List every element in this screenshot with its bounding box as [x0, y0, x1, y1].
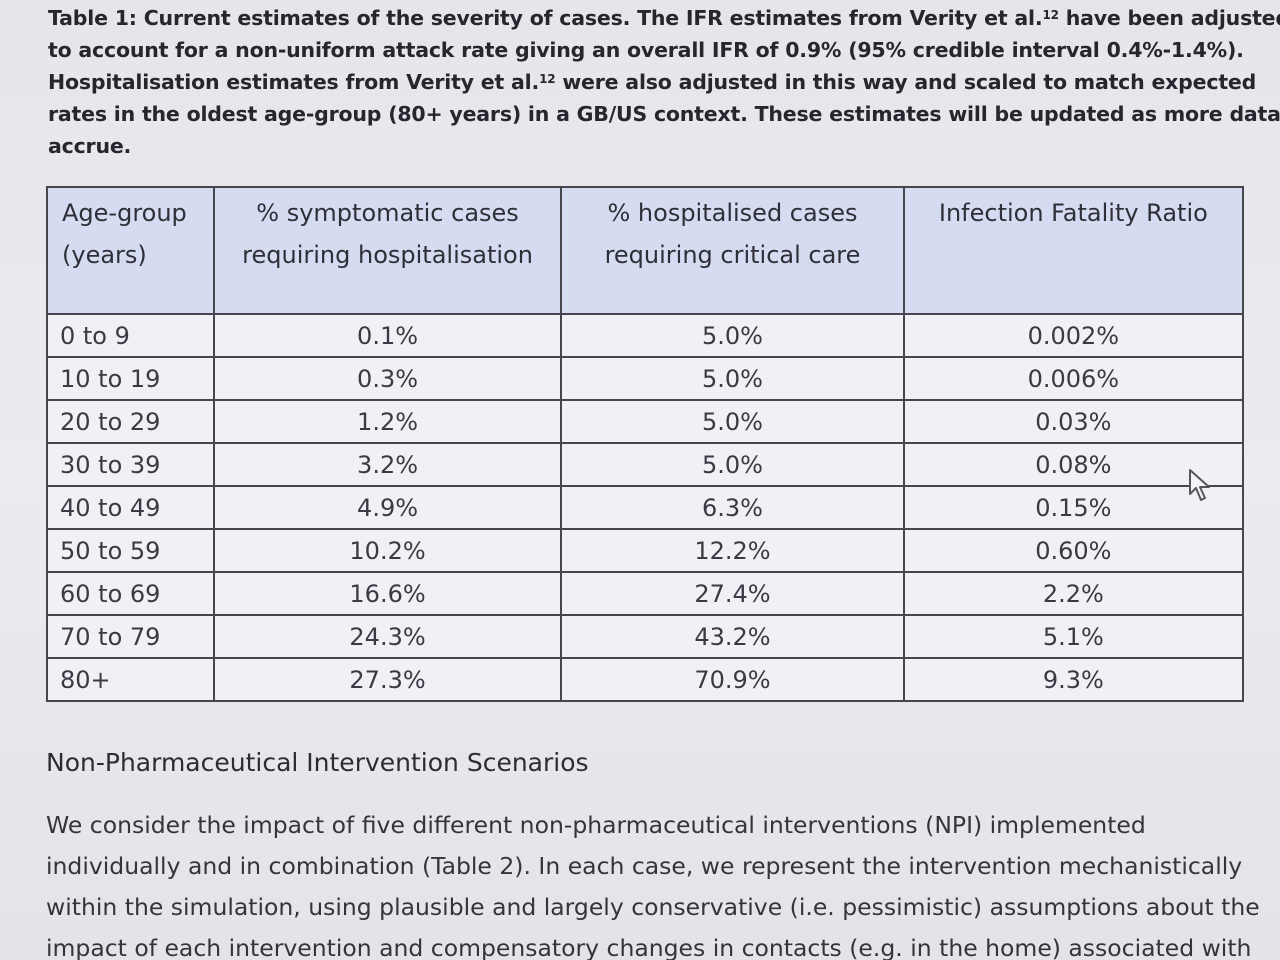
table-row: 80+ 27.3% 70.9% 9.3%	[46, 657, 1245, 702]
cell-critical-care: 5.0%	[560, 442, 905, 487]
table-row: 30 to 39 3.2% 5.0% 0.08%	[46, 442, 1245, 487]
cell-critical-care: 27.4%	[560, 571, 905, 616]
caption-line-2: to account for a non-uniform attack rate…	[48, 38, 1244, 62]
cell-hospitalisation: 0.1%	[212, 313, 563, 358]
mouse-pointer-icon	[1188, 468, 1216, 504]
table-row: 60 to 69 16.6% 27.4% 2.2%	[46, 571, 1245, 616]
header-infection-fatality-ratio: Infection Fatality Ratio	[902, 186, 1245, 315]
cell-age-group: 20 to 29	[46, 399, 215, 444]
cell-critical-care: 6.3%	[560, 485, 905, 530]
severity-table: Age-group (years) % symptomatic cases requ…	[46, 186, 1245, 702]
caption-line-1: Table 1: Current estimates of the severi…	[48, 6, 1280, 30]
cell-hospitalisation: 16.6%	[212, 571, 563, 616]
cell-ifr: 0.60%	[902, 528, 1245, 573]
table-row: 10 to 19 0.3% 5.0% 0.006%	[46, 356, 1245, 401]
paragraph-line: impact of each intervention and compensa…	[46, 934, 1252, 960]
cell-hospitalisation: 24.3%	[212, 614, 563, 659]
cell-critical-care: 70.9%	[560, 657, 905, 702]
cell-critical-care: 5.0%	[560, 356, 905, 401]
cell-critical-care: 43.2%	[560, 614, 905, 659]
cell-age-group: 0 to 9	[46, 313, 215, 358]
cell-ifr: 9.3%	[902, 657, 1245, 702]
cell-ifr: 0.08%	[902, 442, 1245, 487]
cell-ifr: 0.006%	[902, 356, 1245, 401]
table-row: 50 to 59 10.2% 12.2% 0.60%	[46, 528, 1245, 573]
cell-hospitalisation: 3.2%	[212, 442, 563, 487]
caption-line-5: accrue.	[48, 134, 132, 158]
paragraph-line: within the simulation, using plausible a…	[46, 893, 1260, 921]
cell-age-group: 80+	[46, 657, 215, 702]
paragraph-line: We consider the impact of five different…	[46, 811, 1146, 839]
cell-ifr: 0.002%	[902, 313, 1245, 358]
table-row: 20 to 29 1.2% 5.0% 0.03%	[46, 399, 1245, 444]
cell-critical-care: 5.0%	[560, 313, 905, 358]
cell-ifr: 5.1%	[902, 614, 1245, 659]
header-age-group: Age-group (years)	[46, 186, 215, 315]
cell-critical-care: 12.2%	[560, 528, 905, 573]
table-row: 40 to 49 4.9% 6.3% 0.15%	[46, 485, 1245, 530]
cell-age-group: 60 to 69	[46, 571, 215, 616]
caption-line-4: rates in the oldest age-group (80+ years…	[48, 102, 1280, 126]
header-symptomatic-hospitalisation: % symptomatic cases requiring hospitalisa…	[212, 186, 563, 315]
cell-ifr: 2.2%	[902, 571, 1245, 616]
cell-age-group: 40 to 49	[46, 485, 215, 530]
table-caption: Table 1: Current estimates of the severi…	[48, 2, 1280, 162]
header-hospitalised-critical-care: % hospitalised cases requiring critical c…	[560, 186, 905, 315]
cell-ifr: 0.03%	[902, 399, 1245, 444]
cell-ifr: 0.15%	[902, 485, 1245, 530]
cell-age-group: 30 to 39	[46, 442, 215, 487]
cell-age-group: 70 to 79	[46, 614, 215, 659]
section-paragraph: We consider the impact of five different…	[46, 805, 1260, 960]
section-heading: Non-Pharmaceutical Intervention Scenario…	[46, 748, 589, 777]
caption-line-3: Hospitalisation estimates from Verity et…	[48, 70, 1257, 94]
cell-hospitalisation: 27.3%	[212, 657, 563, 702]
cell-hospitalisation: 0.3%	[212, 356, 563, 401]
cell-hospitalisation: 4.9%	[212, 485, 563, 530]
cell-hospitalisation: 10.2%	[212, 528, 563, 573]
table-row: 70 to 79 24.3% 43.2% 5.1%	[46, 614, 1245, 659]
cell-critical-care: 5.0%	[560, 399, 905, 444]
cell-age-group: 10 to 19	[46, 356, 215, 401]
table-row: 0 to 9 0.1% 5.0% 0.002%	[46, 313, 1245, 358]
table-header-row: Age-group (years) % symptomatic cases requ…	[46, 186, 1245, 315]
cell-age-group: 50 to 59	[46, 528, 215, 573]
cell-hospitalisation: 1.2%	[212, 399, 563, 444]
paragraph-line: individually and in combination (Table 2…	[46, 852, 1243, 880]
